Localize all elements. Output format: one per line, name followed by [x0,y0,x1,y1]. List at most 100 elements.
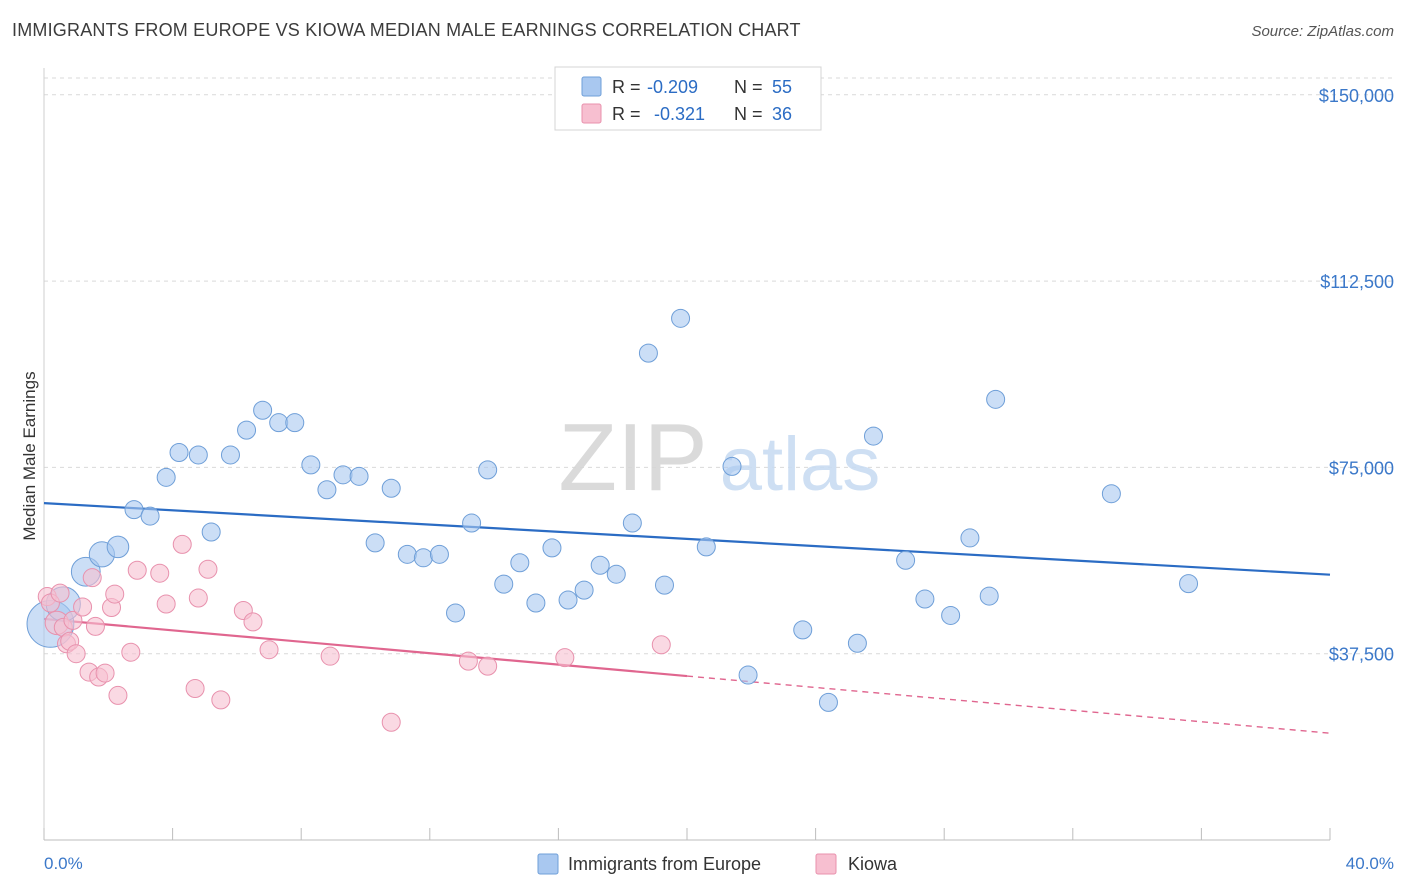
point-kiowa [50,583,70,603]
point-immigrants-from-europe [526,593,546,613]
stats-r-value-pink: -0.321 [654,104,705,124]
watermark-atlas: atlas [720,422,881,507]
point-immigrants-from-europe [986,389,1006,409]
stats-r-label-blue: R = [612,77,641,97]
point-immigrants-from-europe [317,480,337,500]
point-kiowa [198,559,218,579]
x-tick-label-max: 40.0% [1346,854,1394,873]
point-immigrants-from-europe [896,550,916,570]
point-kiowa [259,640,279,660]
chart-title: IMMIGRANTS FROM EUROPE VS KIOWA MEDIAN M… [12,20,801,40]
legend-label-kiowa: Kiowa [848,854,898,874]
point-immigrants-from-europe [818,692,838,712]
point-kiowa [188,588,208,608]
stats-swatch-blue [581,76,602,97]
stats-n-value-pink: 36 [772,104,792,124]
y-tick-labels: $37,500 $75,000 $112,500 $150,000 [1319,86,1394,665]
point-immigrants-from-europe [722,456,742,476]
point-immigrants-from-europe [301,455,321,475]
legend-swatch-kiowa [815,853,837,875]
point-immigrants-from-europe [863,426,883,446]
point-kiowa [320,646,340,666]
point-immigrants-from-europe [446,603,466,623]
point-immigrants-from-europe [188,445,208,465]
point-immigrants-from-europe [558,590,578,610]
x-tick-label-min: 0.0% [44,854,83,873]
point-immigrants-from-europe [156,467,176,487]
point-kiowa [211,690,231,710]
series-legend: Immigrants from Europe Kiowa [537,853,898,875]
point-immigrants-from-europe [381,478,401,498]
point-immigrants-from-europe [847,633,867,653]
y-tick-label: $37,500 [1329,645,1394,665]
point-kiowa [150,563,170,583]
point-kiowa [458,651,478,671]
point-immigrants-from-europe [285,413,305,433]
point-kiowa [63,610,83,630]
point-immigrants-from-europe [510,553,530,573]
stats-r-label-pink: R = [612,104,641,124]
point-immigrants-from-europe [638,343,658,363]
data-points [26,308,1199,732]
source-credit: Source: ZipAtlas.com [1251,23,1394,40]
stats-swatch-pink [581,103,602,124]
point-immigrants-from-europe [696,537,716,557]
stats-n-value-blue: 55 [772,77,792,97]
y-tick-label: $150,000 [1319,86,1394,106]
point-immigrants-from-europe [201,522,221,542]
point-immigrants-from-europe [237,420,257,440]
point-immigrants-from-europe [941,605,961,625]
point-immigrants-from-europe [738,665,758,685]
point-immigrants-from-europe [478,460,498,480]
point-kiowa [478,656,498,676]
point-immigrants-from-europe [269,413,289,433]
point-immigrants-from-europe [413,548,433,568]
point-kiowa [651,635,671,655]
point-kiowa [108,685,128,705]
point-kiowa [381,712,401,732]
point-immigrants-from-europe [979,586,999,606]
point-immigrants-from-europe [106,535,130,559]
point-kiowa [185,678,205,698]
point-immigrants-from-europe [253,400,273,420]
y-tick-label: $112,500 [1320,272,1394,292]
y-axis-title: Median Male Earnings [20,371,39,540]
point-kiowa [105,584,125,604]
point-kiowa [66,644,86,664]
point-immigrants-from-europe [220,445,240,465]
point-kiowa [127,560,147,580]
trend-line-immigrants-from-europe [43,502,1331,576]
point-immigrants-from-europe [915,589,935,609]
point-immigrants-from-europe [349,466,369,486]
point-kiowa [555,648,575,668]
point-immigrants-from-europe [542,538,562,558]
point-immigrants-from-europe [606,564,626,584]
point-immigrants-from-europe [622,513,642,533]
trend-line-kiowa-extrapolated [686,675,1331,734]
trend-line-kiowa [43,617,688,678]
point-kiowa [82,568,102,588]
legend-label-immigrants-from-europe: Immigrants from Europe [568,854,761,874]
point-immigrants-from-europe [365,533,385,553]
stats-legend: R = -0.209 N = 55 R = -0.321 N = 36 [554,66,822,131]
watermark: ZIP atlas [558,404,880,511]
point-immigrants-from-europe [169,442,189,462]
axes [43,68,1331,841]
point-immigrants-from-europe [462,513,482,533]
point-immigrants-from-europe [397,544,417,564]
point-immigrants-from-europe [494,574,514,594]
point-kiowa [172,534,192,554]
watermark-zip: ZIP [558,404,707,511]
point-immigrants-from-europe [793,620,813,640]
point-kiowa [73,597,93,617]
point-immigrants-from-europe [574,580,594,600]
y-tick-label: $75,000 [1329,458,1394,478]
legend-swatch-immigrants-from-europe [537,853,559,875]
point-immigrants-from-europe [1179,574,1199,594]
point-kiowa [243,612,263,632]
stats-n-label-blue: N = [734,77,763,97]
point-immigrants-from-europe [590,555,610,575]
point-immigrants-from-europe [1101,484,1121,504]
point-kiowa [85,616,105,636]
